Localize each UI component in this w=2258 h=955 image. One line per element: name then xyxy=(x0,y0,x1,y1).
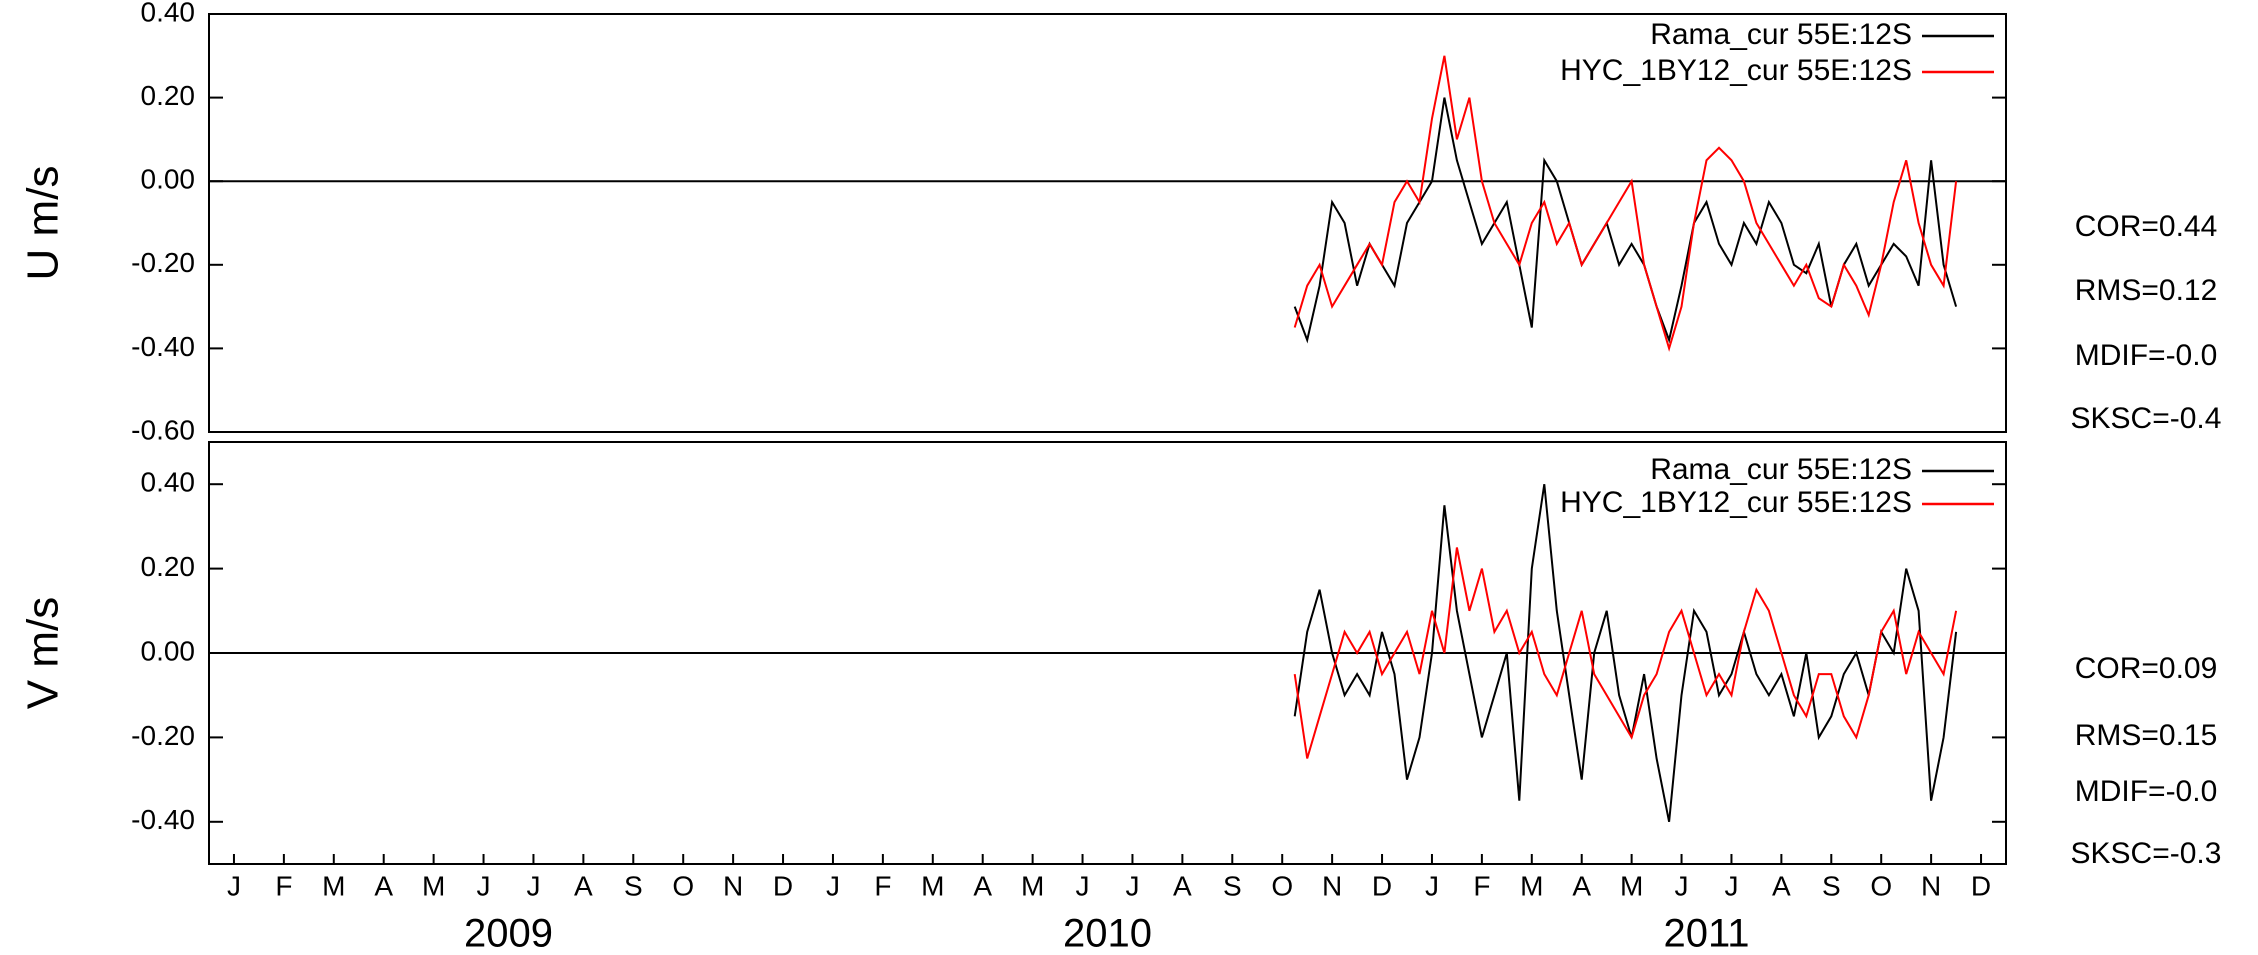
y-tick-label: 0.40 xyxy=(141,0,196,27)
x-tick-label: D xyxy=(1971,870,1991,901)
x-tick-label: S xyxy=(1822,870,1841,901)
stat-label: RMS=0.15 xyxy=(2075,719,2218,752)
legend-label: Rama_cur 55E:12S xyxy=(1650,18,1912,51)
stat-label: SKSC=-0.3 xyxy=(2071,837,2222,870)
x-tick-label: S xyxy=(1223,870,1242,901)
stat-label: MDIF=-0.0 xyxy=(2075,339,2218,372)
y-tick-label: -0.60 xyxy=(131,414,195,445)
x-tick-label: F xyxy=(1473,870,1490,901)
stat-label: RMS=0.12 xyxy=(2075,274,2218,307)
x-tick-label: M xyxy=(422,870,445,901)
series-line xyxy=(1293,547,1958,759)
y-tick-label: 0.00 xyxy=(141,164,196,195)
year-label: 2010 xyxy=(1063,912,1152,955)
year-label: 2011 xyxy=(1663,912,1749,955)
x-tick-label: F xyxy=(874,870,891,901)
x-tick-label: M xyxy=(921,870,944,901)
x-tick-label: J xyxy=(227,870,241,901)
y-tick-label: -0.20 xyxy=(131,720,195,751)
x-tick-label: M xyxy=(1520,870,1543,901)
x-tick-label: A xyxy=(1572,870,1591,901)
stat-label: COR=0.09 xyxy=(2075,652,2218,685)
x-tick-label: J xyxy=(477,870,491,901)
y-axis-title: V m/s xyxy=(19,597,68,709)
x-tick-label: N xyxy=(1322,870,1342,901)
x-tick-label: J xyxy=(1076,870,1090,901)
x-tick-label: A xyxy=(1772,870,1791,901)
x-tick-label: J xyxy=(1724,870,1738,901)
plot-frame xyxy=(208,13,2007,433)
stat-label: MDIF=-0.0 xyxy=(2075,775,2218,808)
x-tick-label: N xyxy=(723,870,743,901)
x-tick-label: M xyxy=(1620,870,1643,901)
x-tick-label: O xyxy=(672,870,694,901)
x-tick-label: O xyxy=(1271,870,1293,901)
x-tick-label: J xyxy=(1425,870,1439,901)
x-tick-label: D xyxy=(773,870,793,901)
y-tick-label: 0.20 xyxy=(141,551,196,582)
x-tick-label: N xyxy=(1921,870,1941,901)
x-tick-label: A xyxy=(374,870,393,901)
x-tick-label: J xyxy=(526,870,540,901)
x-tick-label: D xyxy=(1372,870,1392,901)
x-tick-label: O xyxy=(1870,870,1892,901)
legend-label: HYC_1BY12_cur 55E:12S xyxy=(1560,54,1912,87)
y-tick-label: -0.40 xyxy=(131,331,195,362)
series-line xyxy=(1293,484,1958,822)
x-tick-label: J xyxy=(826,870,840,901)
x-tick-label: A xyxy=(574,870,593,901)
x-tick-label: S xyxy=(624,870,643,901)
x-tick-label: A xyxy=(1173,870,1192,901)
x-tick-label: J xyxy=(1125,870,1139,901)
x-tick-label: M xyxy=(1021,870,1044,901)
series-line xyxy=(1293,97,1958,344)
x-tick-label: J xyxy=(1675,870,1689,901)
y-axis-title: U m/s xyxy=(19,166,68,281)
series-line xyxy=(1293,55,1958,352)
x-tick-label: F xyxy=(275,870,292,901)
stat-label: COR=0.44 xyxy=(2075,210,2218,243)
legend-label: Rama_cur 55E:12S xyxy=(1650,453,1912,486)
legend-label: HYC_1BY12_cur 55E:12S xyxy=(1560,486,1912,519)
y-tick-label: 0.00 xyxy=(141,635,196,666)
year-label: 2009 xyxy=(464,912,553,955)
stat-label: SKSC=-0.4 xyxy=(2071,402,2222,435)
y-tick-label: -0.20 xyxy=(131,247,195,278)
y-tick-label: 0.40 xyxy=(141,467,196,498)
x-tick-label: A xyxy=(973,870,992,901)
y-tick-label: 0.20 xyxy=(141,80,196,111)
y-tick-label: -0.40 xyxy=(131,804,195,835)
x-tick-label: M xyxy=(322,870,345,901)
